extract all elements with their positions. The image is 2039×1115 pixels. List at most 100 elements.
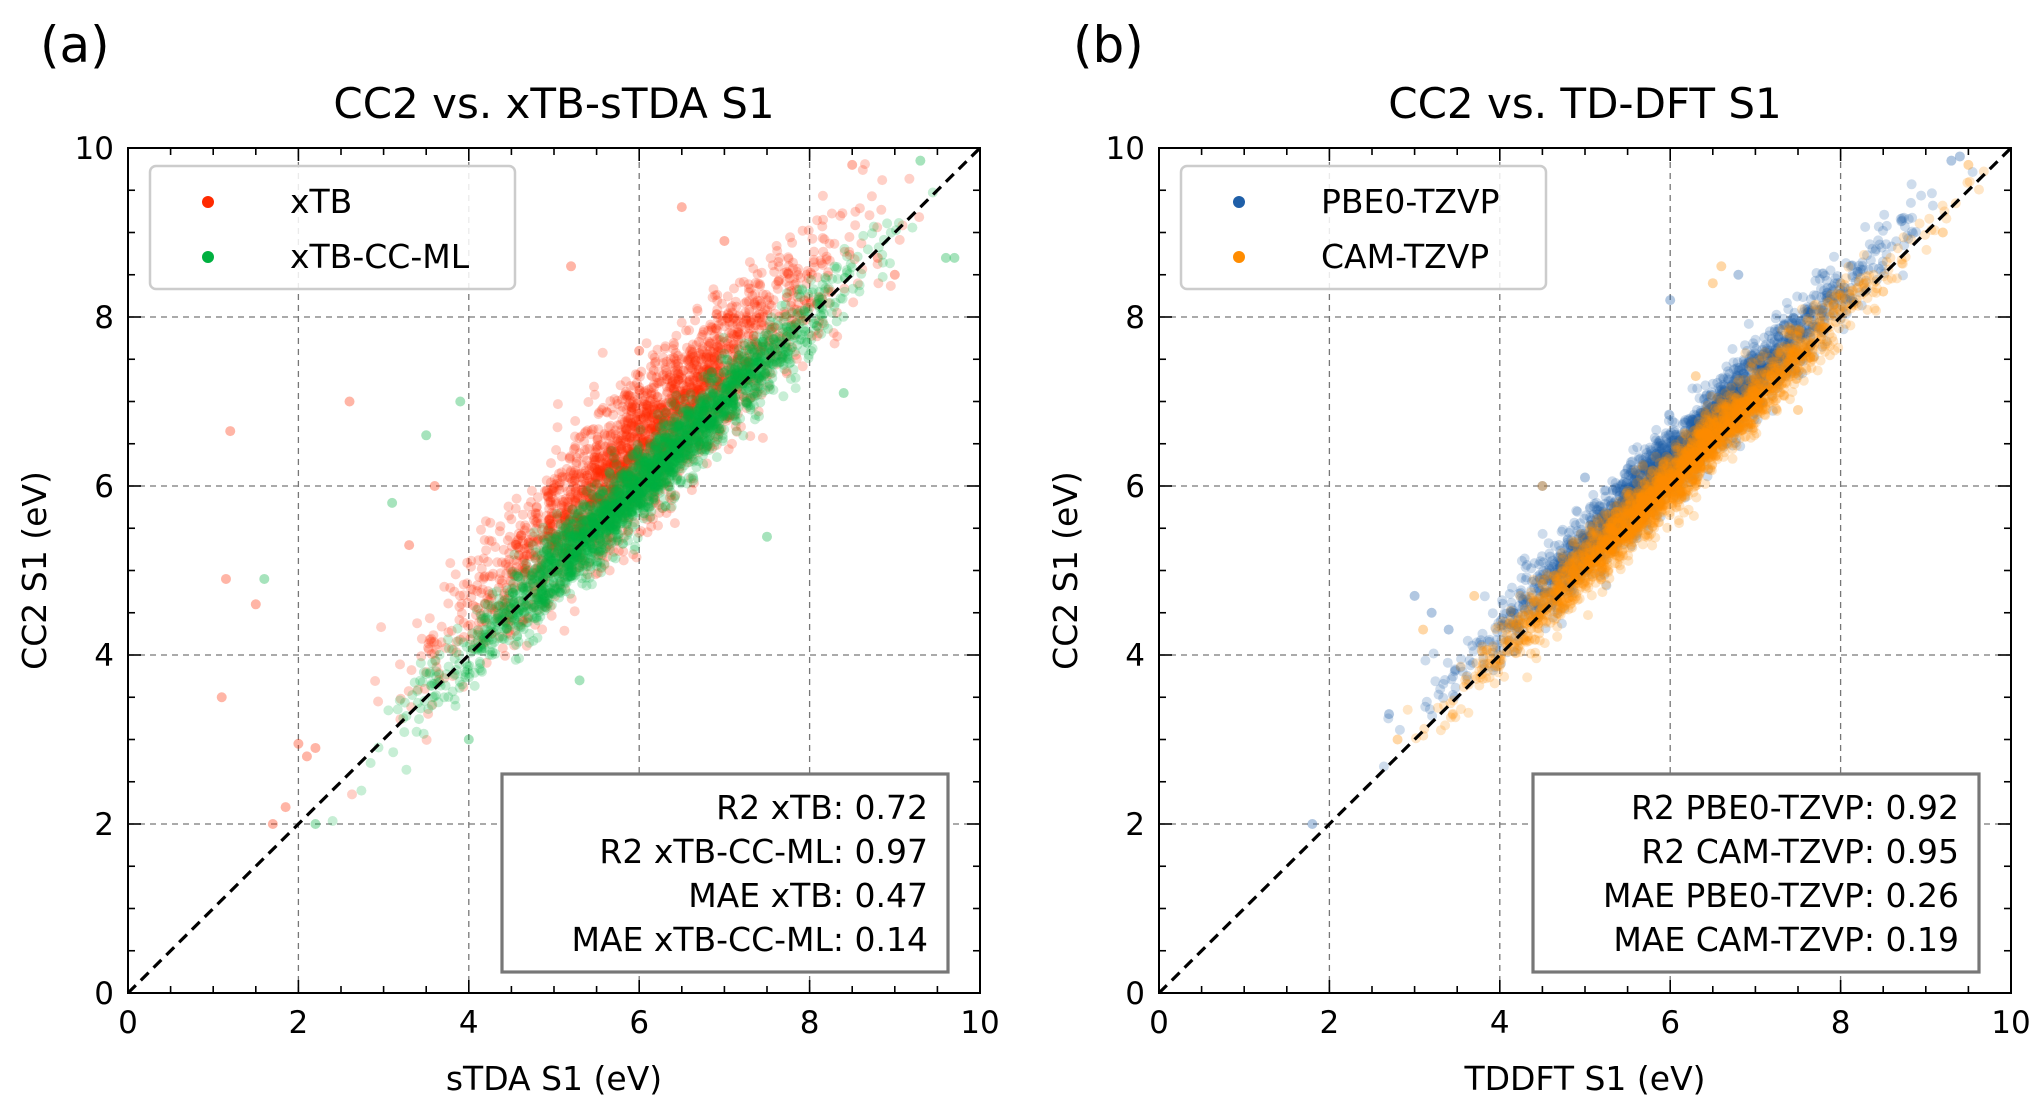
scatter-point [876, 204, 887, 215]
scatter-point [626, 447, 636, 458]
scatter-point [629, 381, 640, 392]
scatter-point [712, 295, 723, 306]
scatter-point [778, 359, 789, 370]
scatter-point [621, 404, 632, 415]
scatter-point [785, 232, 796, 243]
scatter-point [691, 340, 702, 351]
scatter-point [470, 601, 481, 612]
scatter-point [712, 373, 723, 384]
scatter-point [593, 478, 604, 489]
scatter-point [599, 467, 610, 478]
scatter-point [839, 286, 850, 297]
scatter-point [554, 531, 565, 542]
scatter-point [541, 475, 552, 486]
scatter-point [597, 439, 608, 450]
scatter-point [773, 276, 784, 286]
scatter-point [596, 567, 606, 578]
scatter-point [664, 492, 675, 503]
scatter-point [632, 533, 643, 543]
scatter-point [662, 401, 673, 412]
scatter-point [598, 483, 609, 494]
scatter-point [571, 459, 582, 469]
scatter-point [698, 374, 709, 385]
scatter-point [745, 393, 755, 404]
scatter-point [545, 477, 556, 488]
scatter-point [736, 321, 746, 332]
outlier-point [216, 692, 227, 703]
scatter-point [651, 372, 662, 383]
scatter-point [609, 452, 620, 463]
scatter-point [643, 435, 653, 446]
scatter-point [707, 443, 718, 454]
scatter-point [557, 567, 568, 578]
scatter-point [704, 337, 715, 348]
scatter-point [806, 334, 817, 345]
scatter-point [598, 402, 609, 413]
scatter-point [658, 352, 669, 363]
scatter-point [327, 816, 338, 826]
scatter-point [621, 424, 632, 435]
scatter-point [686, 485, 697, 496]
scatter-point [822, 270, 833, 281]
scatter-point [781, 288, 792, 299]
scatter-point [712, 421, 723, 432]
scatter-point [711, 309, 722, 320]
scatter-point [584, 494, 595, 505]
scatter-point [582, 444, 593, 455]
scatter-point [439, 692, 450, 703]
scatter-point [681, 399, 691, 410]
scatter-point [549, 591, 560, 602]
scatter-point [551, 445, 562, 455]
scatter-point [347, 789, 357, 800]
scatter-point [578, 451, 589, 462]
scatter-point [483, 595, 494, 606]
scatter-point [623, 389, 634, 400]
scatter-point [488, 568, 499, 579]
scatter-point [454, 649, 464, 660]
scatter-point [677, 386, 688, 397]
outlier-point [676, 202, 687, 213]
scatter-point [486, 602, 497, 613]
scatter-point [532, 513, 543, 523]
scatter-point [709, 331, 720, 342]
scatter-point [780, 309, 791, 320]
scatter-point [645, 482, 656, 493]
scatter-point [720, 386, 731, 396]
scatter-point [745, 392, 756, 403]
scatter-point [723, 338, 734, 349]
scatter-point [668, 421, 679, 431]
scatter-point [697, 341, 708, 352]
scatter-point [530, 552, 541, 563]
scatter-point [745, 431, 756, 442]
scatter-point [500, 558, 511, 568]
scatter-point [522, 613, 533, 624]
scatter-point [624, 432, 635, 443]
scatter-point [537, 624, 548, 635]
scatter-point [695, 353, 705, 364]
scatter-point [783, 253, 794, 264]
scatter-point [661, 475, 672, 486]
scatter-point [518, 602, 529, 613]
scatter-point [702, 348, 712, 359]
scatter-point [649, 490, 660, 501]
scatter-point [656, 445, 667, 456]
scatter-point [588, 452, 599, 463]
scatter-point [572, 483, 583, 494]
scatter-point [401, 764, 412, 775]
scatter-point [806, 274, 817, 285]
scatter-point [769, 266, 780, 277]
scatter-point [473, 555, 484, 566]
scatter-point [838, 311, 849, 322]
scatter-point [591, 442, 602, 453]
scatter-point [588, 523, 599, 534]
scatter-point [661, 416, 672, 426]
scatter-point [766, 323, 777, 334]
scatter-point [844, 232, 855, 242]
scatter-point [423, 704, 434, 715]
scatter-point [696, 436, 706, 447]
scatter-point [748, 314, 759, 325]
scatter-point [652, 400, 662, 411]
outlier-point [429, 481, 440, 491]
scatter-point [752, 387, 763, 398]
scatter-point [817, 233, 828, 243]
